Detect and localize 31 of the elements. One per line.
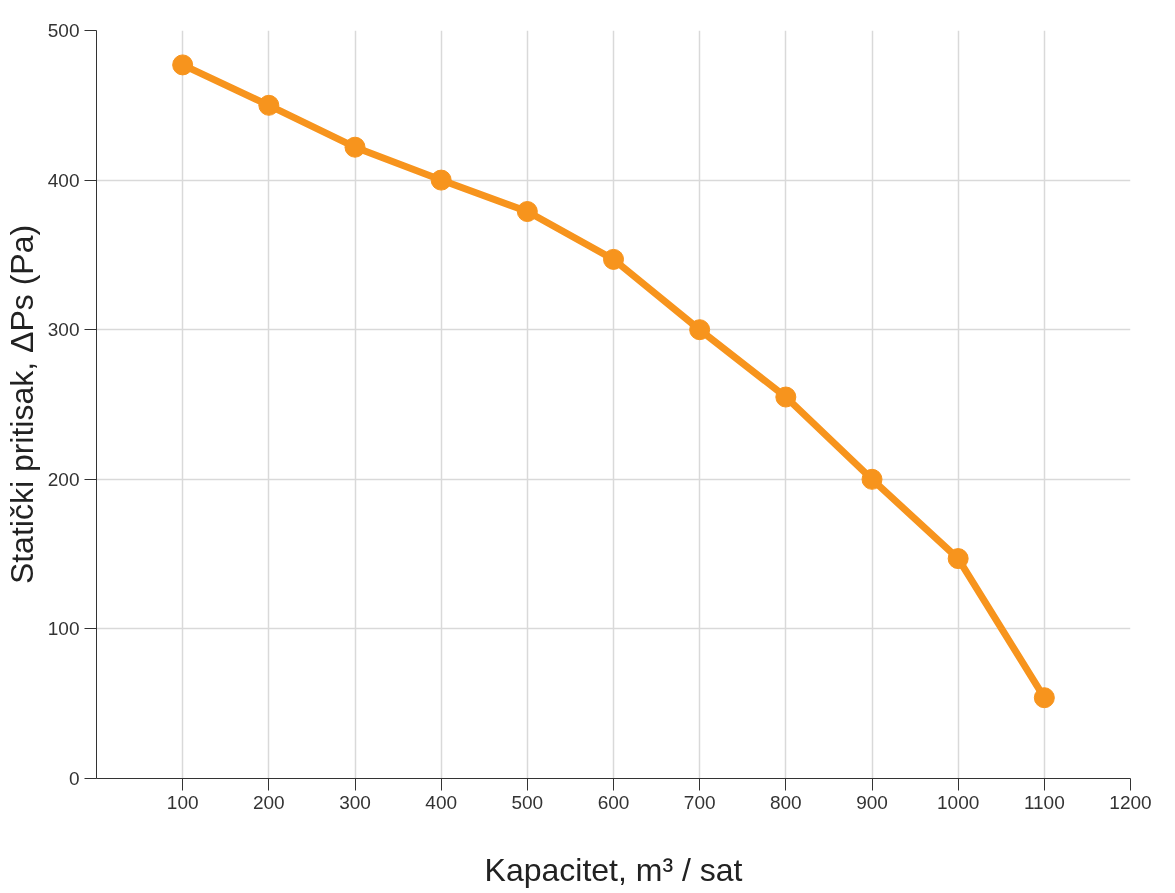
x-tick-label: 300 bbox=[339, 791, 371, 813]
point bbox=[1033, 687, 1055, 709]
x-tick-label: 800 bbox=[769, 791, 802, 813]
y-tick-label: 500 bbox=[47, 20, 80, 41]
x-tick-label: 1100 bbox=[1023, 791, 1065, 813]
point bbox=[516, 201, 538, 222]
y-axis-title: Statički pritisak, ΔPs (Pa) bbox=[3, 224, 40, 585]
point bbox=[344, 136, 366, 158]
point bbox=[947, 548, 969, 570]
y-tick-label: 200 bbox=[47, 468, 80, 490]
point bbox=[430, 169, 452, 191]
y-tick-label: 100 bbox=[47, 618, 80, 640]
x-tick-label: 100 bbox=[166, 791, 199, 813]
x-tick-label: 700 bbox=[683, 791, 716, 813]
y-tick-label: 300 bbox=[47, 319, 80, 341]
x-tick-label: 200 bbox=[252, 791, 285, 813]
x-tick-label: 500 bbox=[511, 791, 544, 813]
y-tick-label: 400 bbox=[47, 169, 80, 191]
point bbox=[775, 386, 797, 408]
point bbox=[172, 54, 194, 76]
x-tick-label: 400 bbox=[425, 791, 458, 813]
point bbox=[258, 94, 280, 116]
x-tick-label: 1000 bbox=[937, 791, 980, 813]
point bbox=[603, 248, 624, 270]
point bbox=[689, 319, 711, 341]
y-tick-label: 0 bbox=[68, 768, 80, 789]
x-axis-title: Kapacitet, m³ / sat bbox=[484, 851, 743, 888]
x-tick-label: 1200 bbox=[1109, 791, 1152, 813]
point bbox=[861, 468, 883, 490]
x-tick-label: 600 bbox=[597, 791, 630, 813]
x-tick-label: 900 bbox=[856, 791, 888, 813]
